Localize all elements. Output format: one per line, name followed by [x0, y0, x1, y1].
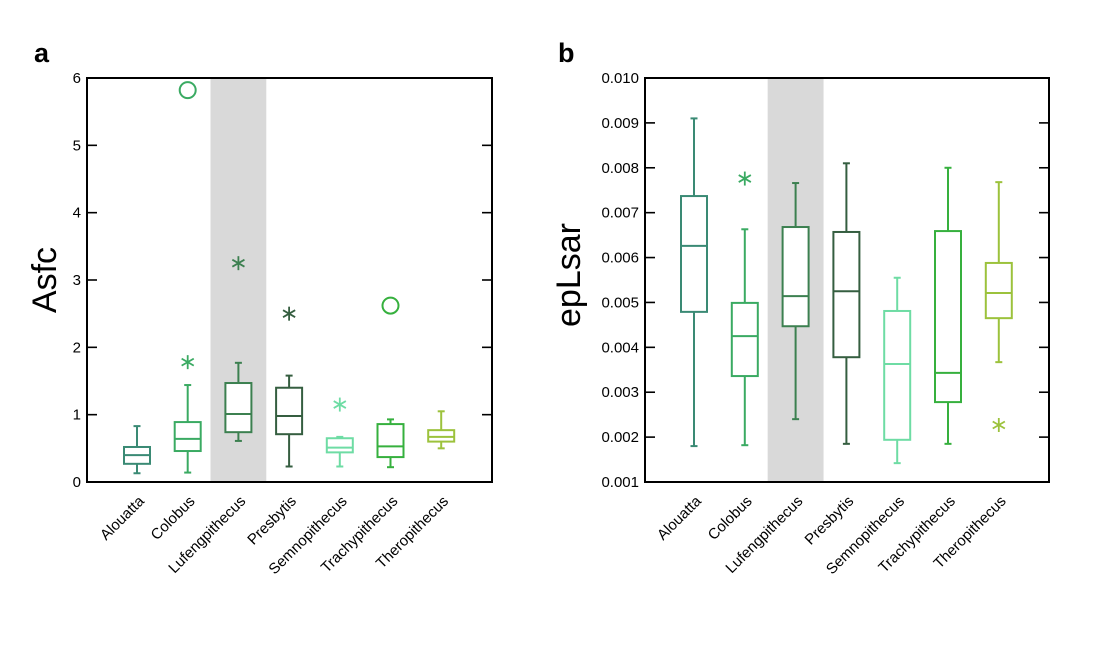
- y-tick-label: 0.002: [601, 429, 639, 446]
- box-trachypithecus: [376, 296, 405, 469]
- asterisk-stroke: [992, 420, 1006, 430]
- box-presbytis: [832, 162, 861, 445]
- x-tick-label: Colobus: [148, 493, 199, 544]
- asterisk-stroke: [231, 258, 245, 268]
- x-tick-label: Colobus: [705, 493, 756, 544]
- y-tick-label: 0.003: [601, 384, 639, 401]
- outlier-asterisk: [282, 306, 296, 321]
- y-tick-label: 0.006: [601, 250, 639, 267]
- iqr-box: [325, 437, 354, 454]
- iqr-box: [984, 261, 1013, 320]
- plot-frame: [644, 77, 1050, 483]
- outlier-asterisk: [738, 171, 752, 186]
- outlier-asterisk: [181, 355, 195, 370]
- box-alouatta: [123, 425, 151, 475]
- iqr-box: [173, 421, 202, 453]
- y-tick-label: 0.009: [601, 115, 639, 132]
- asterisk-stroke: [738, 174, 752, 183]
- y-tick-label: 0.001: [601, 474, 639, 491]
- outlier-asterisk: [231, 256, 245, 271]
- iqr-box: [832, 230, 861, 359]
- iqr-box: [934, 230, 962, 404]
- asterisk-stroke: [333, 400, 347, 409]
- outlier-asterisk: [992, 417, 1006, 432]
- y-tick-label: 0.010: [601, 70, 639, 87]
- iqr-box: [680, 195, 708, 313]
- box-alouatta: [680, 117, 708, 448]
- iqr-box: [224, 382, 253, 434]
- outlier-asterisk: [333, 397, 347, 412]
- iqr-box: [781, 226, 810, 328]
- y-axis-label: Asfc: [26, 247, 64, 313]
- extreme-circle: [381, 296, 400, 315]
- y-tick-label: 0.004: [601, 339, 639, 356]
- y-tick-label: 5: [73, 137, 81, 154]
- y-tick-label: 2: [73, 339, 81, 356]
- iqr-box: [427, 429, 456, 443]
- box-colobus: [730, 171, 759, 447]
- box-presbytis: [275, 306, 304, 468]
- asterisk-stroke: [282, 309, 296, 318]
- y-tick-label: 0.007: [601, 205, 639, 222]
- iqr-box: [730, 301, 759, 378]
- iqr-box: [275, 386, 304, 436]
- panel-label: a: [34, 38, 50, 68]
- y-tick-label: 4: [73, 205, 81, 222]
- box-trachypithecus: [934, 166, 962, 445]
- y-tick-label: 6: [73, 70, 81, 87]
- iqr-box: [883, 309, 912, 441]
- y-tick-label: 0: [73, 474, 81, 491]
- x-tick-label: Alouatta: [654, 492, 705, 543]
- y-tick-label: 0.008: [601, 160, 639, 177]
- panel-label: b: [558, 38, 575, 68]
- plot-frame: [86, 77, 493, 483]
- extreme-circle: [178, 81, 197, 100]
- y-tick-label: 1: [73, 407, 81, 424]
- panel-b: b epLsar 0.0010.0020.0030.0040.0050.0060…: [550, 38, 1050, 578]
- box-lufengpithecus: [781, 182, 810, 421]
- plot-area: 0.001 0.002 0.003 0.004 0.005 0.006 0.007 0.008…: [601, 70, 1050, 578]
- y-tick-label: 3: [73, 272, 81, 289]
- box-theropithecus: [984, 181, 1013, 432]
- box-semnopithecus: [883, 276, 912, 465]
- asterisk-stroke: [181, 357, 195, 367]
- box-theropithecus: [427, 410, 456, 450]
- box-semnopithecus: [325, 397, 354, 468]
- y-axis-label: epLsar: [550, 223, 588, 327]
- box-lufengpithecus: [224, 256, 253, 442]
- iqr-box: [376, 423, 405, 459]
- y-tick-label: 0.005: [601, 294, 639, 311]
- x-tick-label: Alouatta: [97, 492, 148, 543]
- box-colobus: [173, 81, 202, 474]
